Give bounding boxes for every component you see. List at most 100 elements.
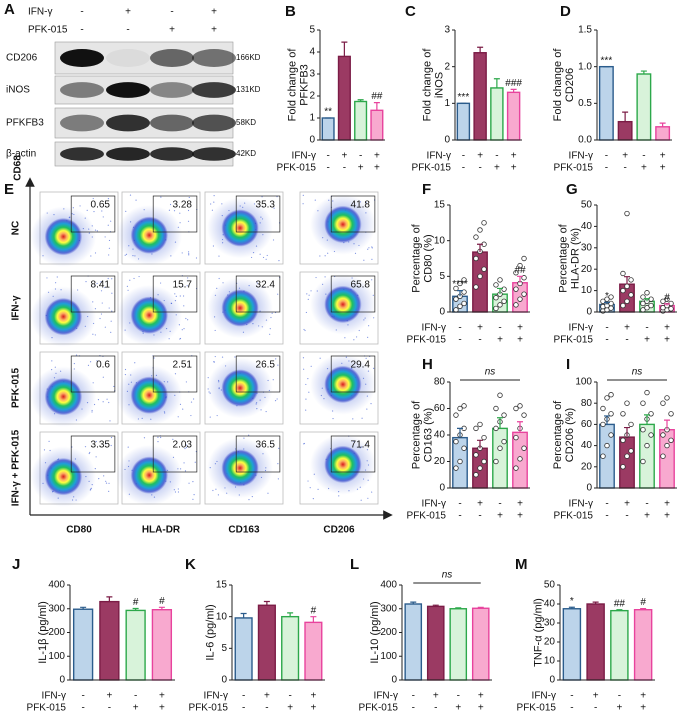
flow-dot xyxy=(358,329,360,332)
flow-dot xyxy=(252,322,254,325)
flow-dot xyxy=(187,220,190,222)
flow-dot xyxy=(46,212,48,214)
flow-dot xyxy=(214,294,217,296)
flow-dot xyxy=(177,226,179,228)
flow-dot xyxy=(372,294,374,296)
flow-dot xyxy=(221,356,224,358)
flow-dot xyxy=(368,325,370,327)
flow-dot xyxy=(260,476,263,479)
data-point xyxy=(608,392,614,398)
flow-dot xyxy=(363,319,365,321)
flow-dot xyxy=(324,276,326,278)
flow-dot xyxy=(110,436,113,439)
error-bar xyxy=(287,612,294,617)
condition-sign: + xyxy=(511,163,517,174)
flow-dot xyxy=(174,293,176,295)
flow-dot xyxy=(188,196,190,199)
y-tick-label: 40 xyxy=(581,440,593,451)
gate xyxy=(152,275,198,313)
condition-sign: - xyxy=(462,151,465,162)
flow-cloud xyxy=(221,449,259,487)
data-point xyxy=(501,298,507,304)
data-point xyxy=(600,405,606,412)
blot-band xyxy=(106,147,150,161)
error-bar xyxy=(624,276,630,285)
flow-dot xyxy=(175,295,177,298)
flow-dot xyxy=(239,205,241,207)
flow-dot xyxy=(108,247,111,249)
flow-dot xyxy=(310,290,312,292)
flow-dot xyxy=(129,221,132,223)
flow-dot xyxy=(105,480,107,482)
flow-dot xyxy=(259,222,261,224)
y-tick-label: 60 xyxy=(581,419,593,430)
data-point xyxy=(624,210,630,217)
flow-dot xyxy=(185,317,187,320)
flow-dot xyxy=(278,260,280,262)
flow-dot xyxy=(261,218,264,220)
data-point xyxy=(493,282,499,288)
flow-dot xyxy=(124,468,126,471)
condition-name: IFN-γ xyxy=(532,691,556,702)
flow-dot xyxy=(190,401,193,403)
flow-dot xyxy=(42,255,44,257)
condition-sign: + xyxy=(477,499,483,510)
flow-dot xyxy=(319,255,321,257)
error-bar xyxy=(477,606,484,609)
condition-sign: + xyxy=(664,335,670,346)
y-tick-label: 1 xyxy=(309,113,315,124)
data-point xyxy=(628,292,634,298)
y-axis-label: Fold change of xyxy=(421,48,433,122)
y-axis-label: HLA-DR (%) xyxy=(570,228,582,289)
flow-dot xyxy=(354,252,357,254)
flow-dot xyxy=(234,356,236,358)
flow-dot xyxy=(187,277,189,279)
flow-dot xyxy=(84,217,86,219)
flow-dot xyxy=(213,195,215,197)
flow-dot xyxy=(99,317,101,320)
gate xyxy=(235,355,281,393)
column-label: HLA-DR xyxy=(142,525,181,536)
flow-dot xyxy=(221,214,223,217)
flow-dot xyxy=(341,362,343,364)
condition-sign: + xyxy=(374,151,380,162)
gate-percentage: 2.51 xyxy=(173,360,193,371)
condition-sign: + xyxy=(616,703,622,714)
gate-percentage: 26.5 xyxy=(256,360,276,371)
panel-letter: H xyxy=(422,356,433,373)
blot-band xyxy=(60,82,104,98)
flow-dot xyxy=(95,440,97,443)
data-point xyxy=(453,307,459,313)
flow-dot xyxy=(305,383,307,386)
flow-dot xyxy=(79,205,81,207)
flow-dot xyxy=(359,486,361,488)
flow-dot xyxy=(234,486,237,488)
flow-dot xyxy=(217,494,220,496)
row-label: IFN-γ xyxy=(11,295,22,320)
flow-dot xyxy=(159,282,162,284)
row-label: NC xyxy=(11,221,22,235)
blot-band xyxy=(192,82,236,98)
flow-dot xyxy=(102,216,104,218)
flow-dot xyxy=(188,366,191,368)
flow-dot xyxy=(218,379,220,382)
flow-dot xyxy=(370,403,372,405)
error-bar xyxy=(517,275,523,283)
flow-dot xyxy=(168,338,170,340)
flow-dot xyxy=(266,254,268,257)
flow-dot xyxy=(90,487,92,490)
flow-dot xyxy=(51,369,53,371)
condition-sign: + xyxy=(644,335,650,346)
data-point xyxy=(517,456,523,462)
flow-dot xyxy=(272,239,275,241)
condition-sign: - xyxy=(458,323,461,334)
condition-name: PFK-015 xyxy=(407,335,447,346)
flow-dot xyxy=(179,295,181,297)
flow-dot xyxy=(214,355,216,358)
data-point xyxy=(644,389,650,396)
y-tick-label: 10 xyxy=(434,235,446,246)
protein-name: iNOS xyxy=(6,85,30,96)
flow-dot xyxy=(141,417,143,420)
flow-dot xyxy=(367,248,369,250)
flow-dot xyxy=(188,254,190,256)
